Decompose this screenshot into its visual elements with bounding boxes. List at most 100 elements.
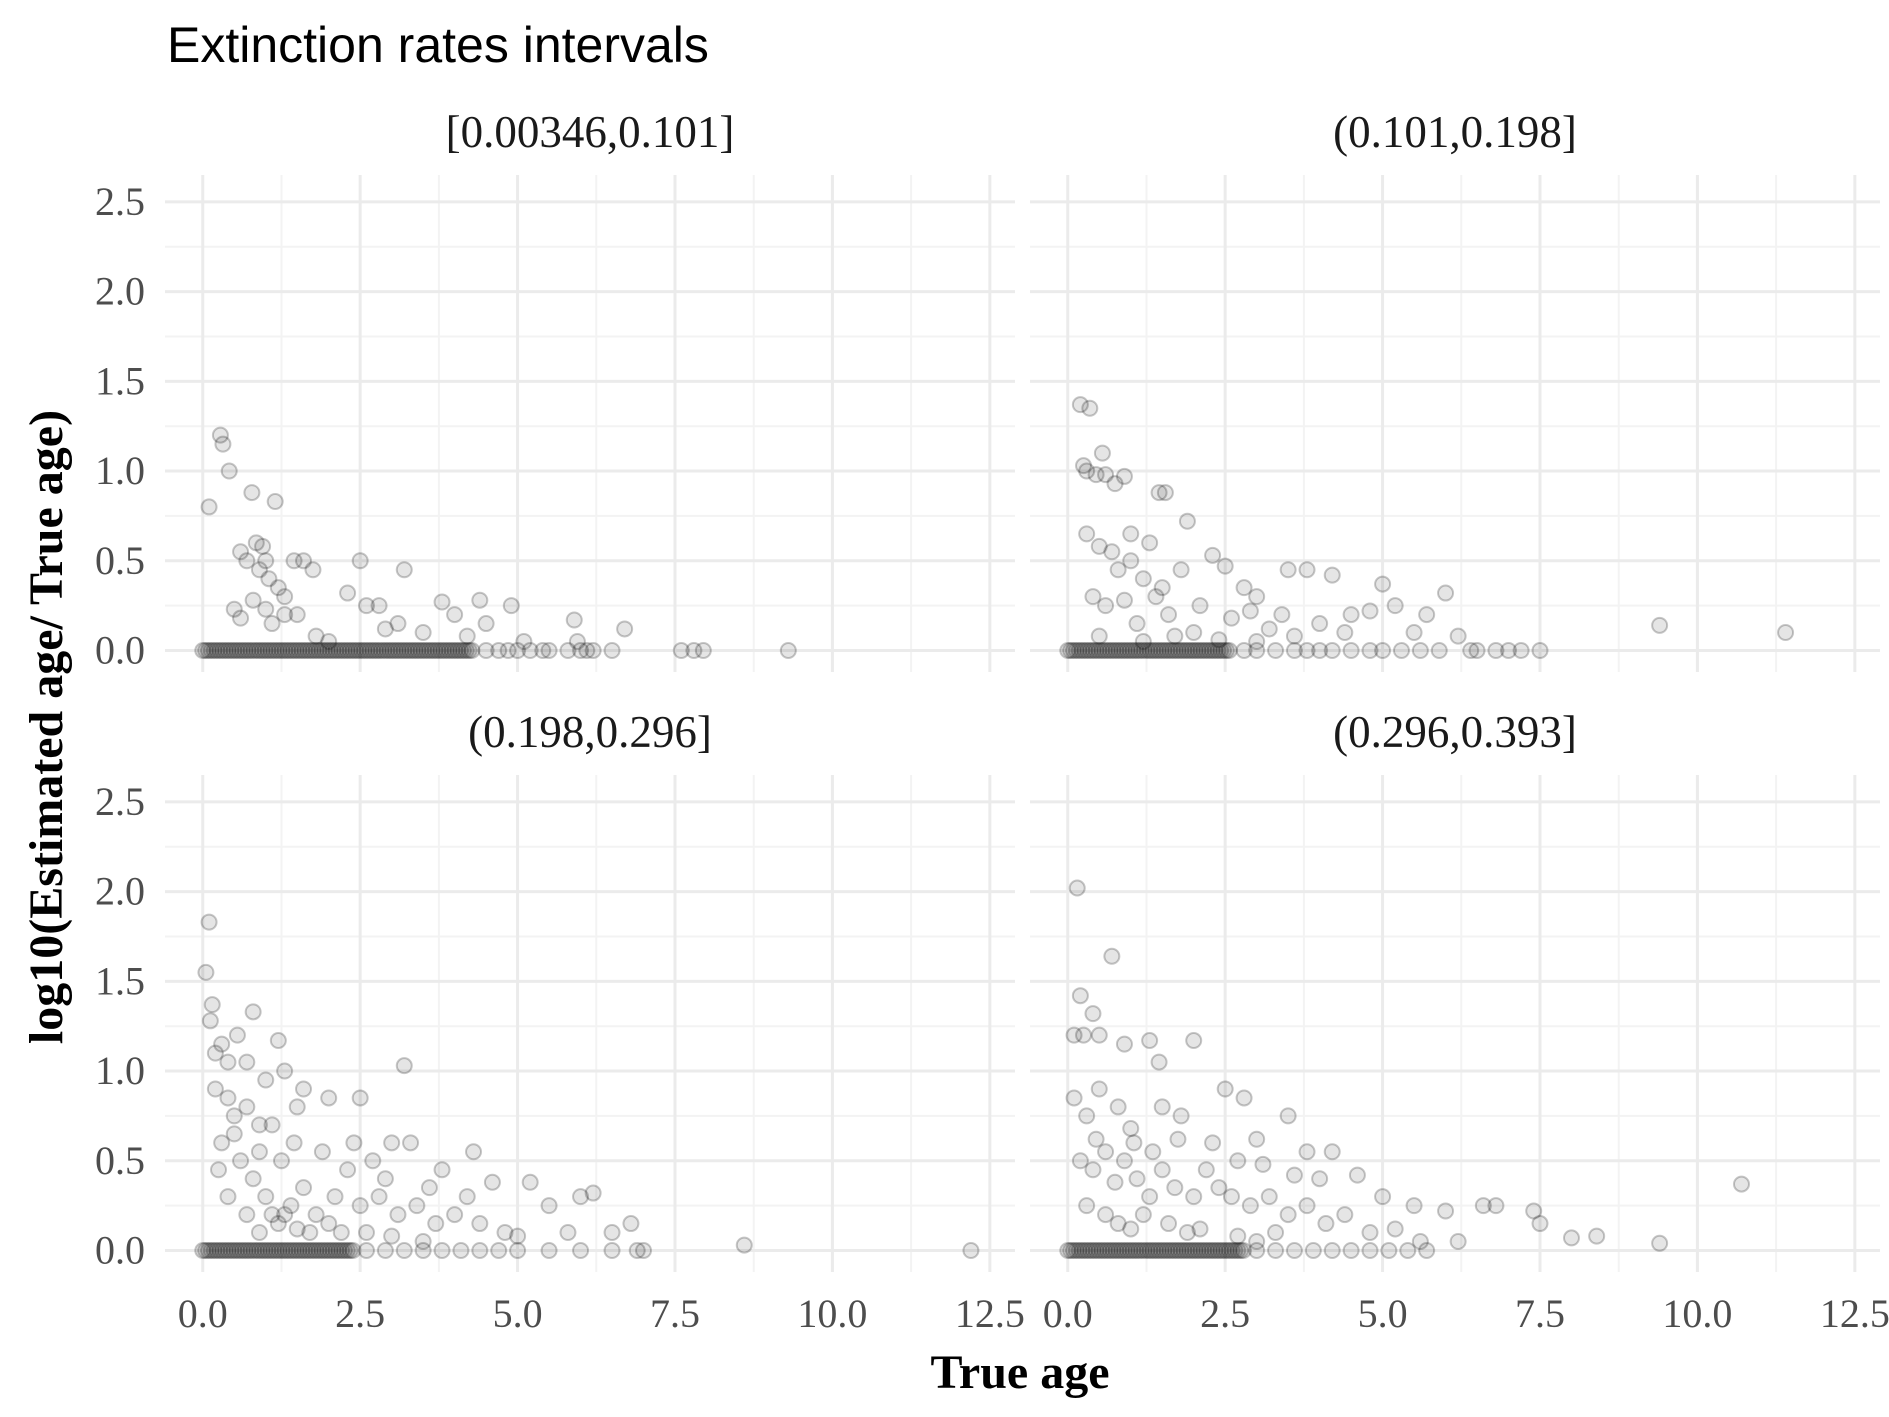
data-point xyxy=(1064,641,1082,659)
data-point xyxy=(295,1179,313,1197)
data-point xyxy=(1141,1188,1159,1206)
data-point xyxy=(1311,615,1329,633)
y-axis-title: log10(Estimated age/ True age) xyxy=(20,410,73,1044)
data-point xyxy=(238,1098,256,1116)
data-point xyxy=(321,1241,339,1259)
data-point xyxy=(1374,1188,1392,1206)
data-point xyxy=(220,462,238,480)
data-point xyxy=(233,641,251,659)
data-point xyxy=(1084,1241,1102,1259)
data-point xyxy=(1304,1241,1322,1259)
data-point xyxy=(433,1241,451,1259)
data-point xyxy=(1090,641,1108,659)
data-point xyxy=(357,1241,375,1259)
data-point xyxy=(1487,641,1505,659)
data-point xyxy=(270,1241,288,1259)
data-point xyxy=(395,1057,413,1075)
data-point xyxy=(458,1188,476,1206)
data-point xyxy=(228,1241,246,1259)
x-tick-label: 2.5 xyxy=(1200,1291,1250,1336)
data-point xyxy=(433,593,451,611)
data-point xyxy=(214,641,232,659)
data-point xyxy=(1093,1241,1111,1259)
data-point xyxy=(1248,1232,1266,1250)
y-tick-label: 0.0 xyxy=(95,1227,145,1272)
data-point xyxy=(1141,534,1159,552)
data-point xyxy=(1084,1005,1102,1023)
data-point xyxy=(1172,1107,1190,1125)
data-point xyxy=(603,1241,621,1259)
data-point xyxy=(270,641,288,659)
data-point xyxy=(565,611,583,629)
data-point xyxy=(1185,1188,1203,1206)
data-point xyxy=(324,641,342,659)
data-point xyxy=(1127,641,1145,659)
data-point xyxy=(238,1053,256,1071)
data-point xyxy=(1212,1241,1230,1259)
data-point xyxy=(296,1241,314,1259)
data-point xyxy=(1361,602,1379,620)
data-point xyxy=(285,552,303,570)
data-point xyxy=(245,1241,263,1259)
data-point xyxy=(335,641,353,659)
data-point xyxy=(426,641,444,659)
data-point xyxy=(1186,1241,1204,1259)
data-point xyxy=(1198,641,1216,659)
data-point xyxy=(1209,1241,1227,1259)
data-point xyxy=(1071,396,1089,414)
data-point xyxy=(1115,1152,1133,1170)
data-point xyxy=(1285,1241,1303,1259)
data-point xyxy=(572,1241,590,1259)
data-point xyxy=(603,641,621,659)
data-point xyxy=(395,561,413,579)
data-point xyxy=(208,1241,226,1259)
data-point xyxy=(414,624,432,642)
data-point xyxy=(320,1215,338,1233)
data-point xyxy=(1323,641,1341,659)
data-point xyxy=(1101,641,1119,659)
data-point xyxy=(351,1197,369,1215)
data-point xyxy=(233,1241,251,1259)
data-point xyxy=(1386,597,1404,615)
data-point xyxy=(1084,588,1102,606)
data-point xyxy=(1079,1241,1097,1259)
data-point xyxy=(1130,641,1148,659)
data-point xyxy=(1149,1241,1167,1259)
data-point xyxy=(1298,641,1316,659)
x-tick-label: 2.5 xyxy=(335,1291,385,1336)
data-point xyxy=(339,584,357,602)
data-point xyxy=(1161,1241,1179,1259)
data-point xyxy=(1138,641,1156,659)
data-point xyxy=(248,1241,266,1259)
y-tick-label: 0.5 xyxy=(95,538,145,583)
data-point xyxy=(1361,1224,1379,1242)
data-point xyxy=(1128,615,1146,633)
data-point xyxy=(1317,1215,1335,1233)
data-point xyxy=(1087,1241,1105,1259)
data-point xyxy=(389,641,407,659)
data-point xyxy=(1121,1241,1139,1259)
data-point xyxy=(1229,1227,1247,1245)
data-point xyxy=(1178,1241,1196,1259)
data-point xyxy=(200,913,218,931)
data-point xyxy=(1106,475,1124,493)
chart-title: Extinction rates intervals xyxy=(167,17,709,73)
data-point xyxy=(392,641,410,659)
data-point xyxy=(1336,624,1354,642)
data-point xyxy=(395,1241,413,1259)
data-point xyxy=(1135,1241,1153,1259)
data-point xyxy=(1065,1089,1083,1107)
y-tick-label: 1.5 xyxy=(95,958,145,1003)
data-point xyxy=(344,1241,362,1259)
data-point xyxy=(369,641,387,659)
data-point xyxy=(299,641,317,659)
data-point xyxy=(1336,1206,1354,1224)
data-point xyxy=(433,1161,451,1179)
data-point xyxy=(1178,1224,1196,1242)
data-point xyxy=(1191,597,1209,615)
data-point xyxy=(372,641,390,659)
data-point xyxy=(216,641,234,659)
data-point xyxy=(266,493,284,511)
data-point xyxy=(1127,1241,1145,1259)
data-point xyxy=(694,641,712,659)
